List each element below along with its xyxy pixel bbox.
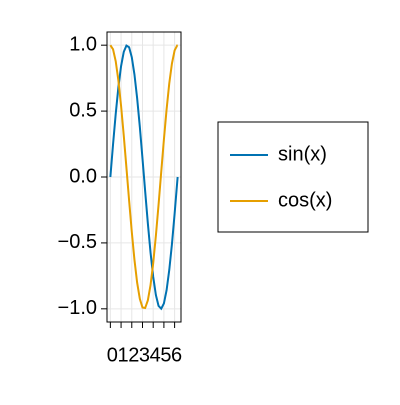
y-tick-label: 0.0 bbox=[69, 165, 97, 187]
y-tick-label: 1.0 bbox=[69, 33, 97, 55]
legend-label: cos(x) bbox=[278, 189, 332, 211]
series-line bbox=[109, 44, 179, 310]
y-tick-label: −1.0 bbox=[58, 297, 97, 319]
plot-frame bbox=[106, 31, 182, 323]
legend-label: sin(x) bbox=[278, 143, 327, 165]
y-tick-label: 0.5 bbox=[69, 99, 97, 121]
legend-box bbox=[217, 121, 369, 233]
series-line bbox=[109, 44, 179, 311]
y-tick-label: −0.5 bbox=[58, 231, 97, 253]
